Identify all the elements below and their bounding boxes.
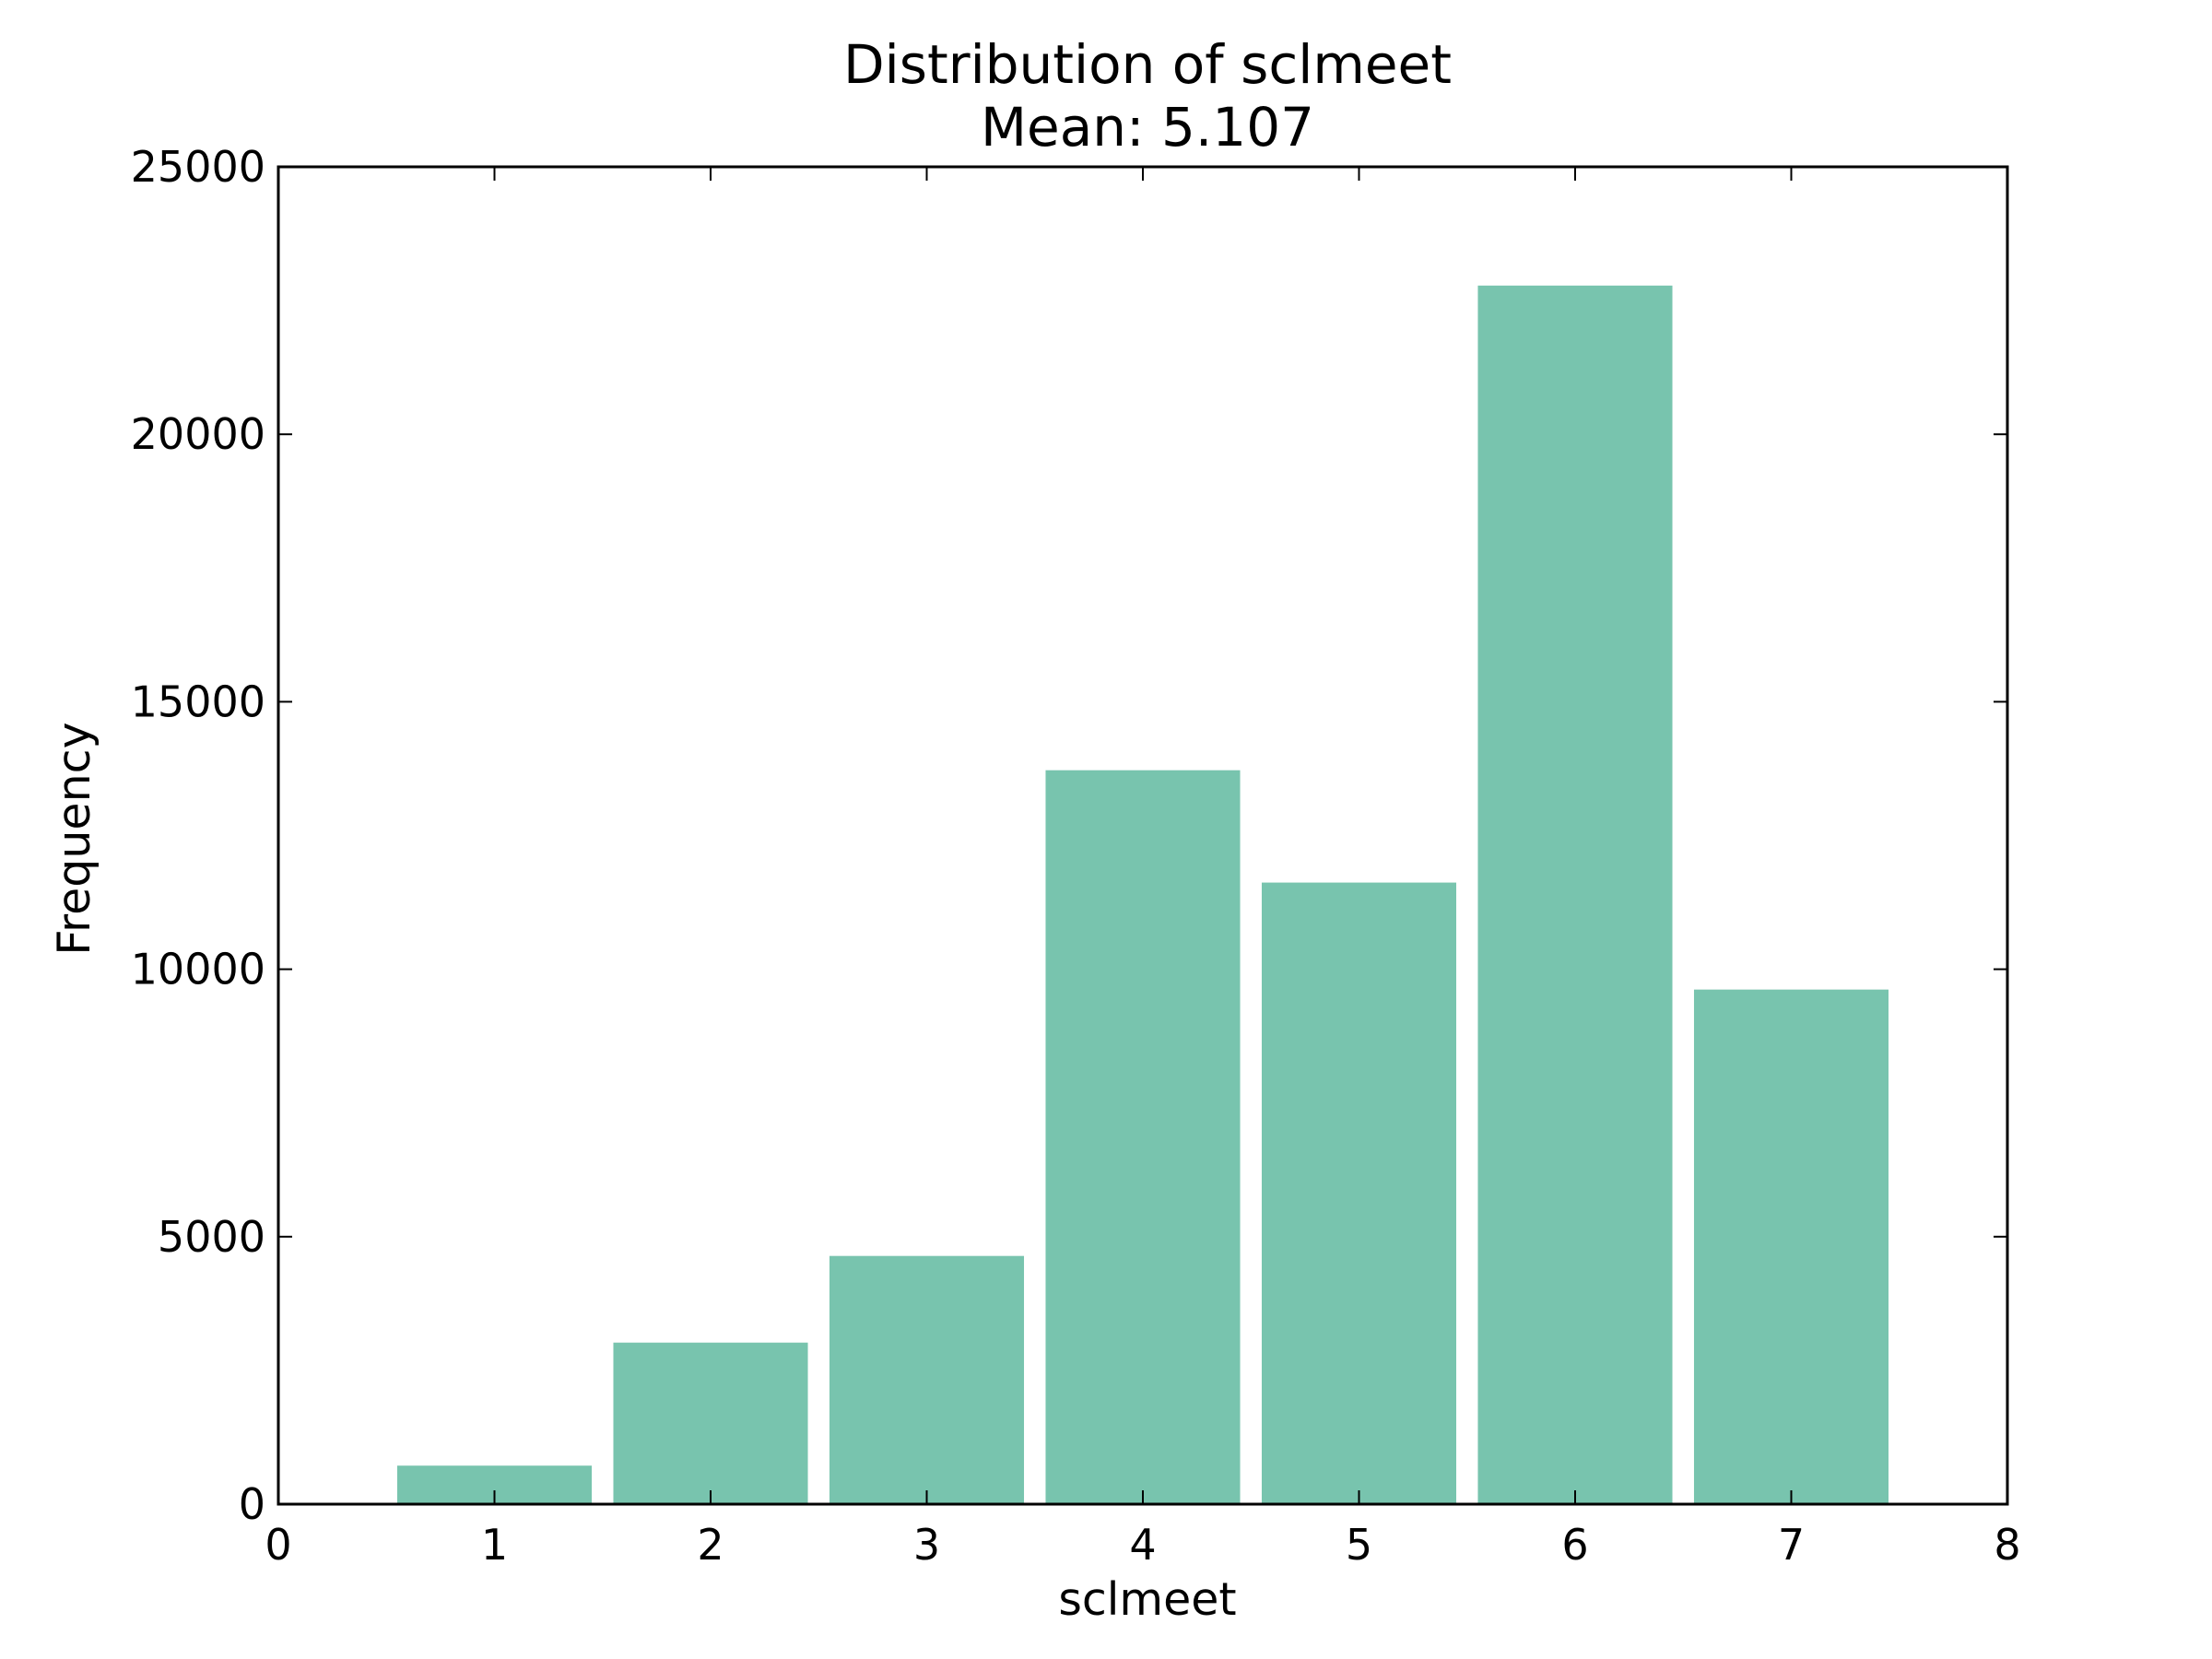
y-tick-label: 0	[239, 1479, 265, 1529]
y-axis-label: Frequency	[48, 722, 100, 955]
x-axis-label: sclmeet	[1058, 1573, 1236, 1626]
chart-title: Distribution of sclmeet	[843, 33, 1452, 96]
y-tick-label: 5000	[158, 1212, 265, 1262]
y-tick-label: 20000	[131, 409, 265, 459]
y-tick-label: 15000	[131, 677, 265, 726]
x-tick-label: 4	[1129, 1520, 1156, 1570]
plot-frame	[276, 165, 2009, 1506]
x-tick-label: 8	[1994, 1520, 2020, 1570]
x-tick-label: 1	[481, 1520, 508, 1570]
chart-subtitle: Mean: 5.107	[981, 96, 1314, 159]
bar-2	[613, 1342, 808, 1504]
x-tick-label: 0	[265, 1520, 291, 1570]
ticks-group: 0 1 2 3 4 5 6 7 8 0 5000 10000 15000 20000 25000	[131, 142, 2021, 1570]
x-tick-label: 6	[1561, 1520, 1588, 1570]
bar-4	[1045, 770, 1241, 1504]
x-tick-label: 2	[697, 1520, 724, 1570]
x-tick-label: 3	[913, 1520, 940, 1570]
bar-5	[1261, 882, 1457, 1504]
bar-7	[1693, 989, 1889, 1504]
bars-group	[396, 285, 1889, 1505]
bar-6	[1477, 285, 1673, 1505]
x-tick-label: 5	[1346, 1520, 1372, 1570]
bar-3	[829, 1255, 1025, 1504]
y-tick-label: 10000	[131, 945, 265, 994]
x-tick-label: 7	[1778, 1520, 1805, 1570]
y-tick-label: 25000	[131, 142, 265, 192]
